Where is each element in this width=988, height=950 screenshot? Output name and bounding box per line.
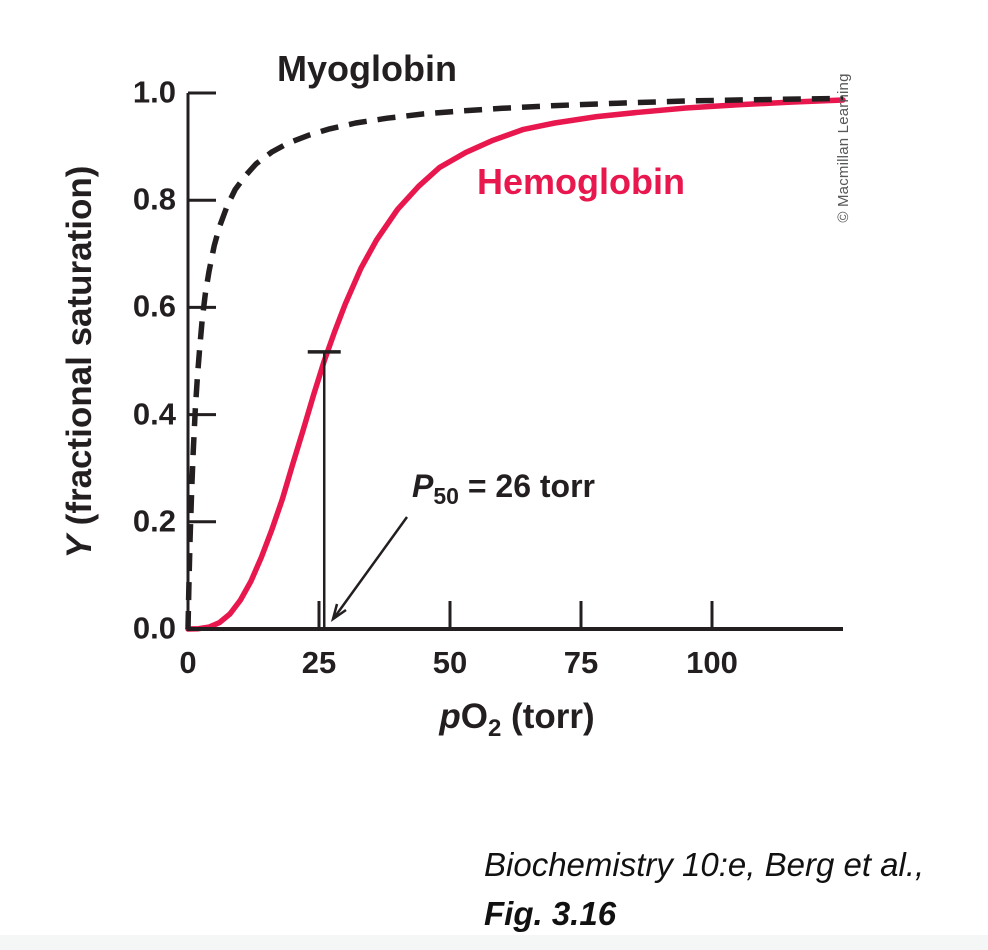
bottom-edge-strip <box>0 935 988 950</box>
x-tick-label: 100 <box>686 645 738 680</box>
p50-arrow-shaft <box>332 516 409 619</box>
caption-figure-number: Fig. 3.16 <box>484 894 617 932</box>
y-tick-label: 0.6 <box>132 288 176 324</box>
x-tick-label: 50 <box>432 645 468 680</box>
myoglobin-curve-label: Myoglobin <box>277 48 457 89</box>
y-tick-label: 0.2 <box>132 503 176 539</box>
y-tick-label: 0.0 <box>132 610 176 646</box>
p50-subscript: 50 <box>433 483 459 509</box>
caption-source-line: Biochemistry 10:e, Berg et al., <box>484 846 925 883</box>
figure-caption: Biochemistry 10:e, Berg et al., Fig. 3.1… <box>484 841 924 938</box>
hemoglobin-curve <box>185 97 846 632</box>
y-tick-label: 0.8 <box>132 181 176 217</box>
y-axis-title-symbol: Y <box>60 535 99 559</box>
x-tick-label: 0 <box>179 645 197 680</box>
y-tick-label: 0.4 <box>132 395 176 431</box>
x-tick-label: 75 <box>563 645 599 680</box>
x-axis-title-symbol: p <box>439 697 461 736</box>
x-axis-title: pO2 (torr) <box>377 697 657 741</box>
p50-value-text: = 26 torr <box>458 468 595 504</box>
x-axis-title-subscript: 2 <box>487 715 502 742</box>
y-axis-title: Y (fractional saturation) <box>60 132 99 592</box>
myoglobin-curve <box>185 95 844 630</box>
y-tick-label: 1.0 <box>132 74 176 110</box>
hemoglobin-curve-label: Hemoglobin <box>477 161 685 202</box>
x-tick-label: 25 <box>301 645 337 680</box>
p50-marker <box>307 350 409 628</box>
p50-symbol: P <box>412 468 434 504</box>
x-axis-title-element: O <box>460 697 488 736</box>
p50-annotation-label: P50 = 26 torr <box>412 468 595 508</box>
x-axis-title-unit: (torr) <box>501 697 595 736</box>
copyright-notice: © Macmillan Learning <box>835 73 852 223</box>
p50-arrow-head <box>330 603 347 622</box>
y-axis-title-text: (fractional saturation) <box>60 165 99 536</box>
